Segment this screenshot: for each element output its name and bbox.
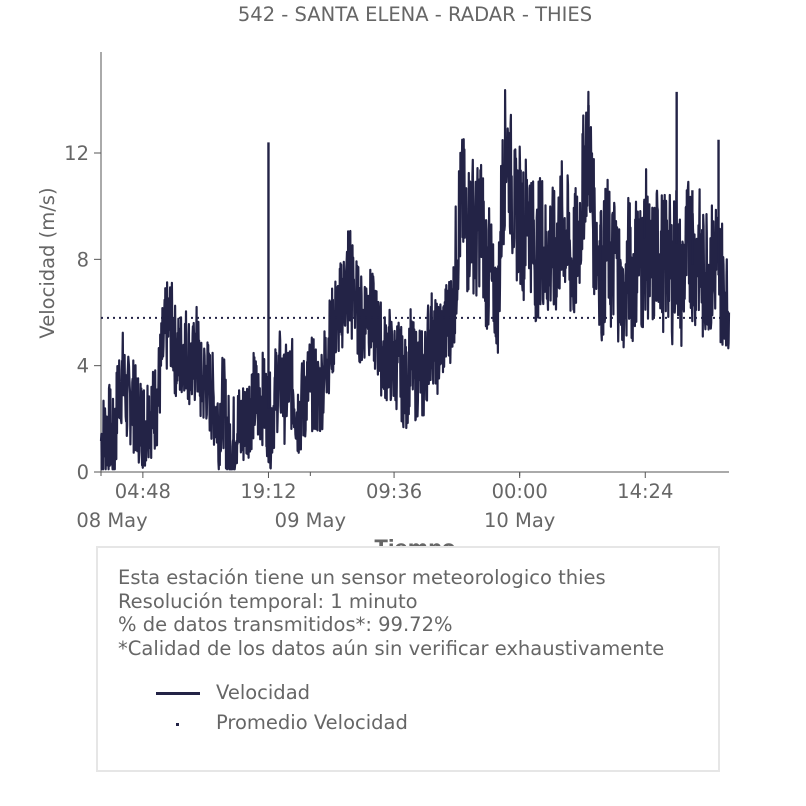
station-info: Esta estación tiene un sensor meteorolog… [118, 566, 664, 660]
x-tick-label: 14:24 [617, 480, 673, 503]
y-tick-label: 0 [77, 461, 89, 484]
x-tick-label: 09:36 [366, 480, 422, 503]
data-quality-note: *Calidad de los datos aún sin verificar … [118, 636, 665, 660]
legend-line-swatch [156, 692, 200, 695]
date-label: 08 May [76, 509, 147, 532]
date-label: 09 May [275, 509, 346, 532]
x-tick-label: 00:00 [492, 480, 548, 503]
info-legend-box: Esta estación tiene un sensor meteorolog… [96, 546, 720, 772]
y-tick-label: 8 [77, 248, 89, 271]
x-tick-label: 19:12 [240, 480, 296, 503]
legend-dot-swatch [176, 723, 179, 726]
velocity-series-line [99, 89, 731, 471]
wind-speed-chart: 542 - SANTA ELENA - RADAR - THIES Veloci… [36, 3, 731, 559]
x-tick-label: 04:48 [115, 480, 171, 503]
temporal-resolution: Resolución temporal: 1 minuto [118, 589, 418, 613]
sensor-description: Esta estación tiene un sensor meteorolog… [118, 566, 606, 589]
date-label: 10 May [484, 509, 555, 532]
data-transmitted-percent: % de datos transmitidos*: 99.72% [118, 613, 453, 636]
chart-title: 542 - SANTA ELENA - RADAR - THIES [238, 3, 592, 26]
legend-label-promedio: Promedio Velocidad [216, 711, 408, 734]
y-tick-label: 4 [77, 355, 89, 378]
y-tick-label: 12 [64, 142, 89, 165]
y-axis-label: Velocidad (m/s) [36, 187, 59, 338]
legend-label-velocidad: Velocidad [216, 681, 311, 704]
